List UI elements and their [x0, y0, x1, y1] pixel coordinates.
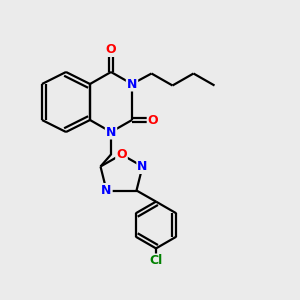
Text: N: N — [101, 184, 112, 197]
Text: Cl: Cl — [149, 254, 163, 268]
Text: O: O — [106, 43, 116, 56]
Text: O: O — [148, 113, 158, 127]
Text: O: O — [116, 148, 127, 161]
Text: N: N — [137, 160, 148, 173]
Text: N: N — [106, 125, 116, 139]
Text: N: N — [127, 77, 137, 91]
